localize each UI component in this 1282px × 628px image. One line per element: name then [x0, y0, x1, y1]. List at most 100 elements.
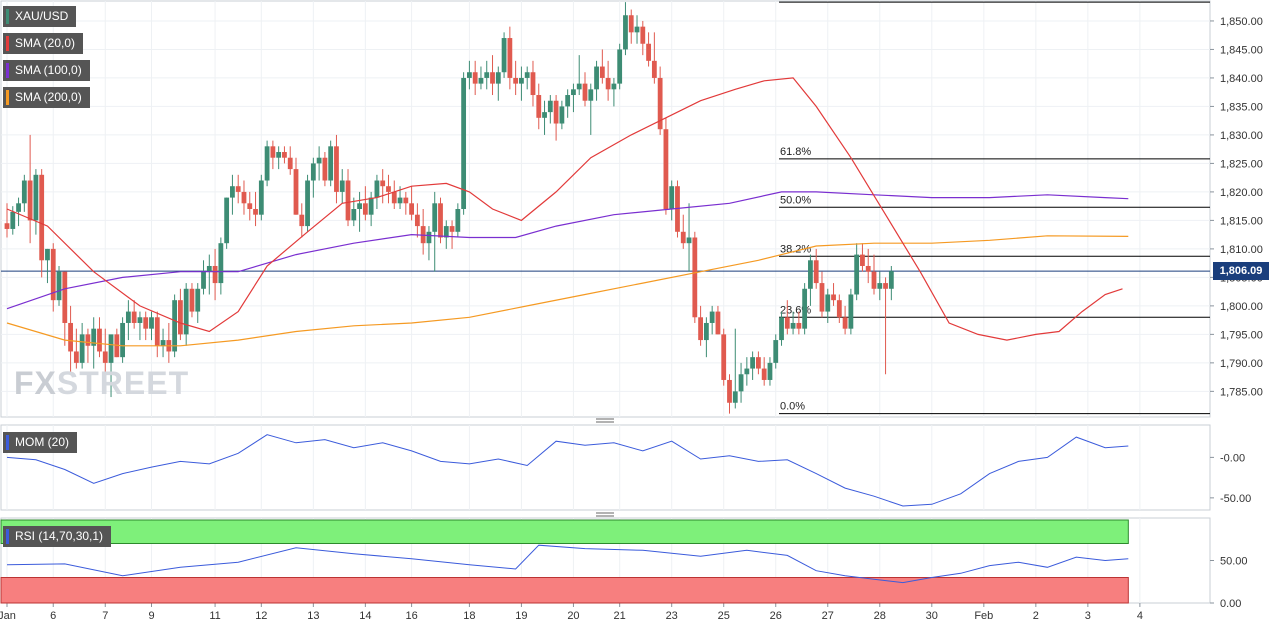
candle-body-151: [877, 283, 883, 289]
candle-body-114: [663, 129, 669, 209]
x-label-9: 18: [463, 610, 475, 622]
candle-body-79: [461, 77, 467, 209]
candle-body-5: [33, 174, 39, 221]
momentum-panel-frame: [0, 424, 1211, 511]
candle-body-55: [322, 157, 328, 181]
candle-body-101: [588, 89, 594, 101]
candle-body-6: [39, 174, 45, 261]
candle-body-80: [467, 72, 472, 78]
candle-body-82: [478, 77, 484, 84]
candle-body-100: [582, 83, 588, 101]
last-price-badge: 1,806.09: [1213, 262, 1269, 281]
watermark-street: STREET: [56, 365, 190, 401]
y-label-1: 1,790.00: [1220, 358, 1263, 370]
candle-body-20: [120, 322, 125, 358]
candle-body-88: [513, 77, 519, 84]
candle-body-105: [611, 83, 617, 90]
candle-body-138: [802, 288, 808, 329]
candle-body-78: [455, 209, 461, 232]
candle-body-104: [605, 77, 611, 90]
watermark-fx: FX: [14, 365, 57, 401]
candle-body-33: [195, 288, 201, 312]
fib-label-2: 38.2%: [780, 243, 811, 255]
x-label-8: 16: [405, 610, 417, 622]
candle-body-91: [530, 72, 536, 96]
candle-body-32: [189, 288, 195, 312]
candle-body-76: [443, 226, 449, 238]
legend-mom[interactable]: MOM (20): [3, 432, 77, 453]
candle-body-135: [784, 317, 790, 329]
candle-body-97: [565, 95, 571, 107]
fib-label-0: 61.8%: [780, 146, 811, 158]
legend-sma20[interactable]: SMA (20,0): [3, 33, 84, 54]
x-label-15: 26: [770, 610, 782, 622]
momentum-line: [6, 434, 1129, 507]
candle-body-113: [657, 77, 663, 130]
y-label-7: 1,820.00: [1220, 187, 1263, 199]
legend-sma100[interactable]: SMA (100,0): [3, 60, 90, 81]
candle-body-35: [206, 265, 212, 272]
x-label-14: 25: [718, 610, 730, 622]
candle-body-44: [258, 180, 264, 215]
candle-body-134: [779, 317, 784, 341]
legend-rsi[interactable]: RSI (14,70,30,1): [3, 526, 112, 547]
candle-body-132: [767, 362, 773, 380]
x-label-10: 19: [515, 610, 527, 622]
candle-body-57: [334, 146, 339, 192]
candle-body-14: [85, 334, 91, 346]
candle-body-59: [345, 180, 351, 221]
candle-body-8: [50, 248, 56, 301]
candle-body-86: [501, 38, 507, 73]
candle-body-26: [154, 317, 160, 346]
candle-body-94: [547, 100, 553, 113]
candle-body-17: [102, 351, 108, 363]
legend-swatch-sma20: [6, 36, 9, 51]
candle-body-15: [91, 328, 97, 346]
candle-body-63: [368, 197, 374, 215]
legend-sma200[interactable]: SMA (200,0): [3, 87, 90, 108]
candle-body-56: [328, 146, 334, 181]
candle-body-16: [97, 328, 102, 352]
candle-body-110: [640, 26, 646, 44]
candle-body-29: [172, 300, 178, 352]
rsi-y-label-1: 0.00: [1220, 598, 1241, 610]
candle-body-93: [542, 112, 547, 118]
candle-body-40: [235, 186, 241, 192]
candle-body-30: [178, 300, 183, 335]
y-label-5: 1,810.00: [1220, 244, 1263, 256]
x-label-11: 20: [567, 610, 579, 622]
x-label-12: 21: [614, 610, 626, 622]
candle-body-141: [819, 283, 825, 312]
candle-body-90: [524, 72, 530, 78]
legend-xauusd[interactable]: XAU/USD: [3, 6, 77, 27]
candle-body-34: [201, 271, 206, 289]
candle-body-92: [536, 95, 542, 118]
candle-body-107: [623, 15, 628, 50]
candle-body-54: [316, 157, 322, 164]
candle-body-147: [854, 254, 860, 295]
y-label-6: 1,815.00: [1220, 215, 1263, 227]
y-label-11: 1,840.00: [1220, 73, 1263, 85]
candle-body-1: [10, 211, 16, 229]
candle-body-43: [253, 209, 258, 215]
x-label-3: 9: [148, 610, 154, 622]
candle-body-84: [490, 72, 495, 84]
candle-body-31: [183, 288, 189, 335]
candle-body-37: [218, 243, 224, 284]
candle-body-119: [692, 237, 698, 318]
candle-body-136: [790, 322, 796, 329]
candle-body-49: [287, 157, 293, 170]
x-label-2: 7: [102, 610, 108, 622]
candle-body-13: [79, 334, 85, 363]
candle-body-99: [576, 83, 582, 90]
candle-body-42: [247, 203, 253, 209]
candle-body-7: [45, 248, 50, 261]
candle-body-123: [715, 311, 721, 335]
candle-body-41: [241, 191, 247, 204]
mom-y-label-1: -50.00: [1220, 493, 1251, 505]
candle-body-48: [282, 152, 287, 158]
candle-body-10: [62, 271, 68, 323]
candle-body-60: [351, 209, 357, 221]
legend-label-xauusd: XAU/USD: [15, 9, 69, 23]
